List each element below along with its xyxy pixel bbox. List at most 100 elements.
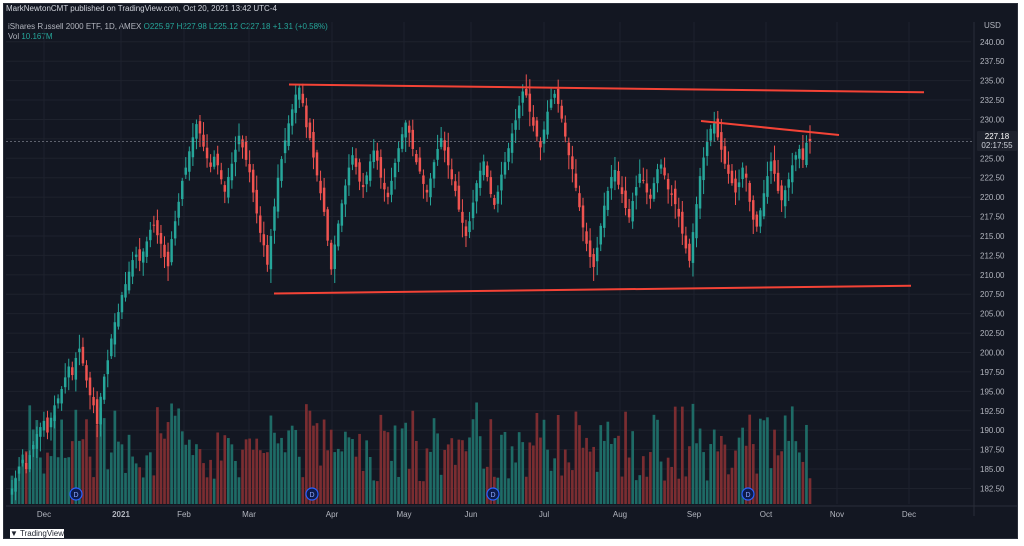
candle-body (617, 170, 620, 185)
candle-body (439, 138, 443, 147)
candle-body (500, 174, 503, 191)
low-label: L (209, 22, 214, 31)
candle-body (170, 239, 173, 263)
open-label: O (143, 22, 150, 31)
volume-bar (571, 470, 574, 504)
candle-body (301, 93, 305, 104)
earnings-marker-label: D (309, 492, 314, 499)
candle-body (624, 190, 627, 209)
price-chart[interactable]: 240.00237.50235.00232.50230.00227.50225.… (4, 4, 1020, 528)
candle-body (180, 180, 184, 200)
low-value: 225.12 (213, 22, 238, 31)
trendline-lower-support (273, 284, 912, 295)
volume-bar (297, 456, 301, 504)
volume-bar (602, 440, 606, 504)
candle-body (312, 131, 315, 158)
volume-bar (81, 439, 85, 504)
candle-body (223, 185, 227, 192)
volume-bar (595, 471, 599, 504)
candle-body (783, 190, 787, 207)
candle-body (347, 167, 351, 186)
volume-bar (163, 438, 166, 504)
volume-bar (617, 435, 620, 504)
volume-bar (500, 434, 503, 504)
candle-body (698, 176, 702, 209)
volume-bar (340, 451, 344, 504)
candle-body (564, 122, 567, 137)
candle-body (85, 365, 88, 381)
y-tick-label: 190.00 (980, 426, 1005, 435)
candle-body (383, 182, 386, 190)
candle-body (578, 193, 581, 208)
volume-bar (60, 419, 64, 504)
candle-body (209, 162, 212, 167)
candle-body (794, 155, 798, 160)
volume-bar (336, 448, 340, 504)
candle-body (205, 147, 209, 159)
candle-body (92, 396, 95, 406)
candle-body (276, 177, 280, 212)
volume-bar (716, 451, 720, 504)
y-tick-label: 220.00 (980, 193, 1005, 202)
candle-body (368, 161, 372, 181)
y-tick-label: 185.00 (980, 465, 1005, 474)
candle-body (709, 128, 712, 141)
volume-bar (652, 414, 656, 504)
y-tick-label: 212.50 (980, 251, 1005, 260)
volume-bar (723, 444, 727, 504)
candle-body (556, 88, 560, 104)
candle-body (666, 178, 670, 190)
symbol-title[interactable]: iShares Russell 2000 ETF, 1D, AMEX (8, 22, 142, 31)
candle-body (322, 187, 326, 212)
volume-bar (798, 452, 801, 504)
x-tick-label: Nov (830, 510, 844, 519)
candle-body (539, 141, 542, 148)
candle-body (298, 87, 301, 100)
volume-bar (805, 424, 808, 504)
candle-body (773, 160, 776, 174)
candle-body (319, 180, 322, 194)
candle-body (266, 244, 269, 265)
candle-body (78, 348, 81, 353)
volume-bar (67, 457, 71, 504)
volume-bar (783, 415, 787, 504)
candle-body (645, 183, 649, 193)
candle-body (510, 133, 514, 153)
volume-bar (748, 414, 752, 504)
candle-body (595, 247, 599, 262)
candle-body (113, 322, 117, 345)
volume-bar (99, 407, 103, 504)
volume-bar (368, 456, 372, 504)
volume-bar (226, 438, 230, 504)
volume-bar (712, 429, 716, 504)
volume-bar (195, 444, 198, 504)
volume-bar (734, 450, 737, 504)
volume-bar (698, 428, 702, 504)
candle-body (791, 165, 794, 183)
volume-bar (769, 468, 773, 504)
y-tick-label: 205.00 (980, 310, 1005, 319)
volume-bar (109, 452, 113, 504)
candle-body (195, 124, 198, 139)
x-tick-label: Sep (687, 510, 702, 519)
volume-bar (585, 437, 588, 504)
y-tick-label: 215.00 (980, 232, 1005, 241)
candle-body (198, 121, 202, 134)
volume-bar (49, 456, 53, 504)
volume-bar (180, 431, 184, 504)
y-tick-label: 235.00 (980, 77, 1005, 86)
candle-body (95, 399, 99, 424)
volume-bar (641, 456, 645, 504)
candle-body (74, 357, 78, 380)
candle-body (418, 157, 422, 172)
candle-body (184, 167, 188, 175)
volume-bar (251, 449, 255, 504)
candle-body (514, 120, 517, 130)
x-tick-label: Jul (539, 510, 549, 519)
candle-body (468, 221, 471, 233)
volume-bar (457, 439, 461, 504)
volume-bar (294, 429, 298, 504)
volume-bar (610, 443, 613, 504)
candle-body (759, 210, 762, 227)
volume-bar (773, 429, 776, 504)
